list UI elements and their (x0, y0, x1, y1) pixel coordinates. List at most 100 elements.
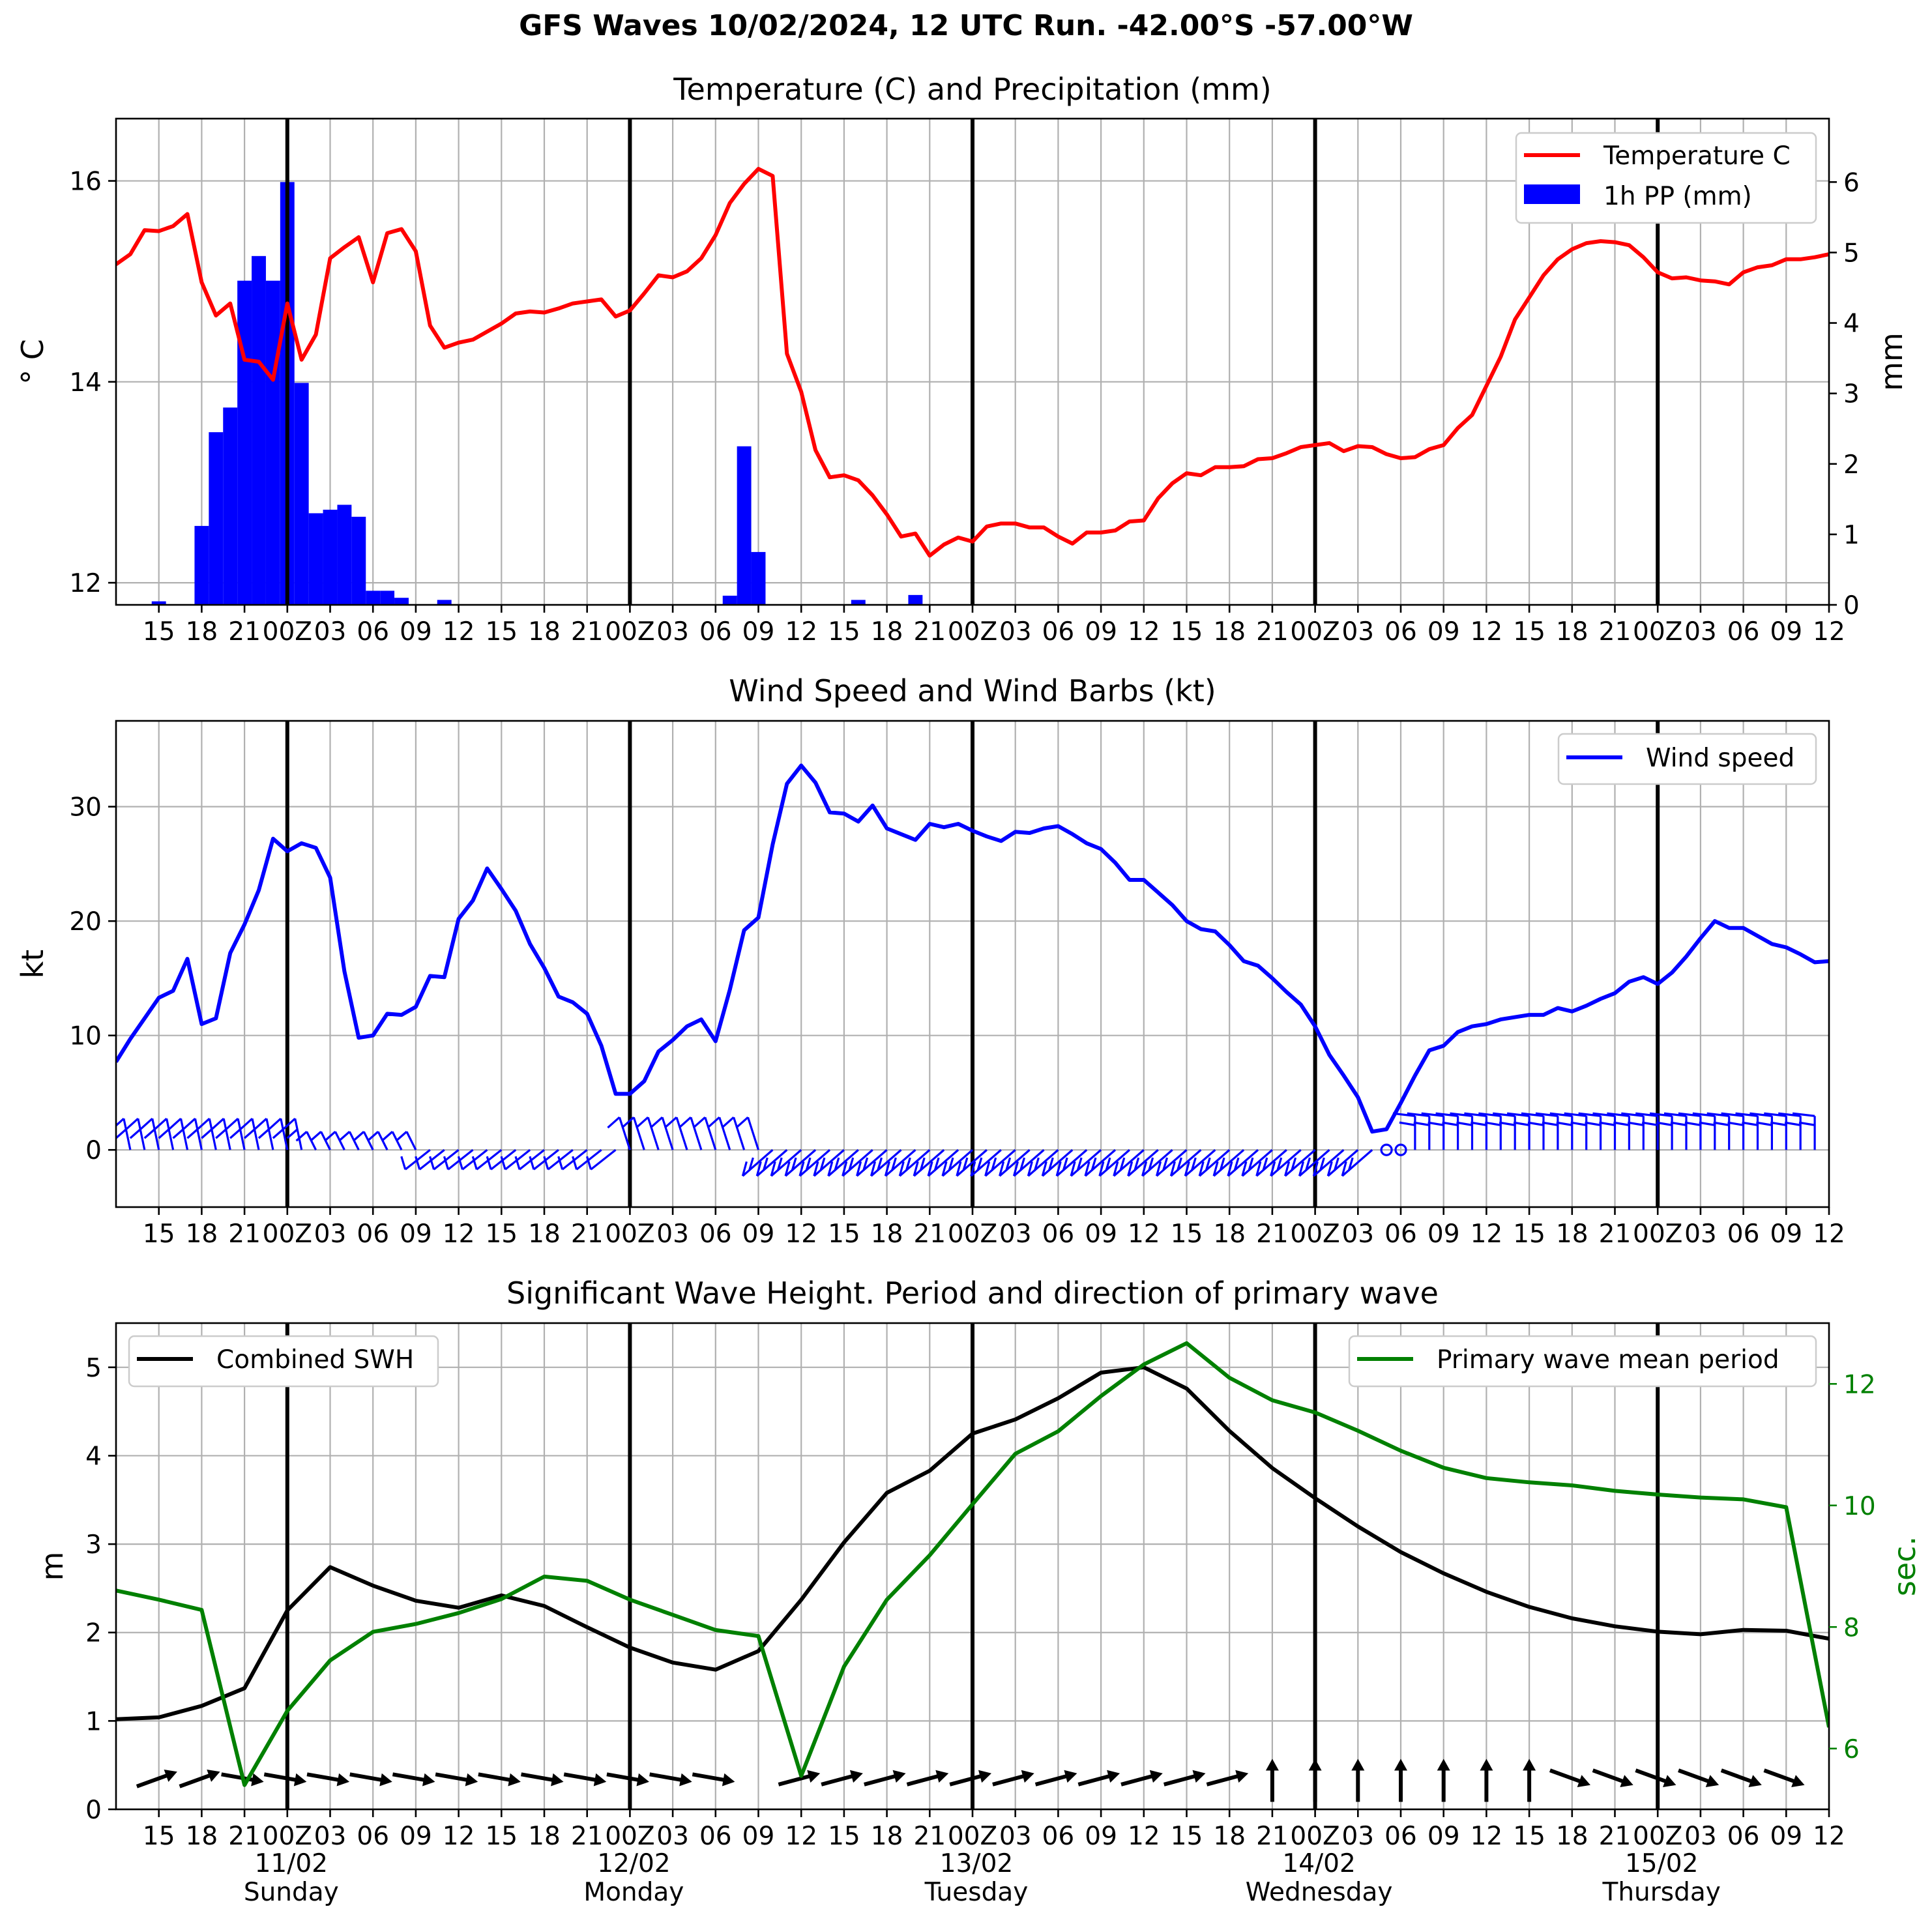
y-tick-label: 1 (1843, 521, 1860, 550)
precip-bar (394, 598, 409, 605)
wind-barb (1635, 1112, 1659, 1150)
x-tick-label: 15 (1171, 617, 1203, 647)
x-tick-label: 18 (186, 617, 218, 647)
x-tick-label: 12 (443, 1219, 475, 1249)
wave-direction-arrow (778, 1770, 821, 1787)
wind-barb (827, 1149, 859, 1177)
x-tick-label: 18 (1556, 617, 1588, 647)
x-tick-label: 06 (357, 1822, 389, 1851)
wave-direction-arrow (221, 1772, 264, 1787)
y-axis-label-swh: m (35, 1552, 70, 1581)
wind-barb (650, 1116, 674, 1150)
precip-bar (265, 280, 280, 605)
wave-direction-arrow (906, 1770, 949, 1787)
precip-bar (737, 446, 752, 605)
wind-barb (678, 1116, 703, 1150)
x-tick-label: 12 (1128, 617, 1160, 647)
wind-barb (842, 1149, 873, 1177)
wind-barb (124, 1118, 146, 1150)
x-tick-label: 06 (1727, 617, 1760, 647)
wave-direction-arrow-head (679, 1773, 692, 1787)
wave-direction-arrow (136, 1770, 177, 1788)
x-tick-label: 03 (1341, 617, 1374, 647)
wind-barb (1169, 1149, 1202, 1177)
wind-barb (1070, 1149, 1102, 1177)
x-tick-label: 06 (357, 617, 389, 647)
x-tick-label: 09 (1427, 1219, 1460, 1249)
x-tick-label: 18 (871, 1822, 903, 1851)
x-tick-label: 03 (999, 1219, 1032, 1249)
wave-direction-arrow (1635, 1768, 1676, 1788)
x-tick-label: 06 (1042, 1822, 1075, 1851)
wave-direction-arrow (1549, 1768, 1590, 1788)
wave-direction-arrow (435, 1772, 478, 1787)
wave-direction-arrow-shaft (1592, 1768, 1627, 1785)
x-tick-label: 06 (1727, 1822, 1760, 1851)
wind-barb (395, 1131, 417, 1150)
wave-direction-arrow (1437, 1758, 1450, 1802)
wave-direction-arrow-shaft (221, 1772, 257, 1783)
x-tick-label: 21 (228, 617, 261, 647)
y-ticks-temperature: 12 14 16 (69, 168, 116, 598)
day-label-date: 13/02 (940, 1849, 1013, 1878)
precip-bar (308, 513, 323, 605)
wave-direction-arrow-head (636, 1773, 649, 1787)
wind-barb (1663, 1112, 1688, 1150)
y-tick-label: 4 (85, 1442, 102, 1471)
wave-direction-arrow (306, 1772, 350, 1787)
precip-bar (337, 504, 352, 605)
x-tick-label: 21 (913, 1822, 946, 1851)
wave-direction-arrow-head (465, 1773, 478, 1787)
x-tick-label: 00Z (263, 1822, 312, 1851)
day-label-date: 15/02 (1625, 1849, 1698, 1878)
y-tick-label: 12 (69, 569, 102, 598)
x-tick-label: 03 (1341, 1219, 1374, 1249)
y-tick-label: 4 (1843, 310, 1860, 339)
day-label-weekday: Thursday (1602, 1878, 1721, 1907)
y-tick-label: 5 (85, 1354, 102, 1383)
wave-direction-arrow (1308, 1758, 1322, 1802)
legend-key-precip (1524, 184, 1580, 204)
day-label-weekday: Sunday (244, 1878, 339, 1907)
wind-barb (1394, 1143, 1407, 1156)
legend-label-wind: Wind speed (1646, 744, 1794, 773)
x-tick-label: 00Z (1290, 1822, 1339, 1851)
y-tick-label: 20 (69, 907, 102, 937)
wave-direction-arrow-head (1021, 1770, 1034, 1783)
wind-barb (1341, 1149, 1373, 1177)
wind-barb (927, 1149, 959, 1177)
y-tick-label: 8 (1843, 1613, 1860, 1642)
wave-direction-arrow-head (1791, 1775, 1805, 1788)
x-tick-label: 03 (656, 1822, 689, 1851)
day-separators-wind (285, 721, 1660, 1207)
x-tick-label: 00Z (1290, 617, 1339, 647)
x-tick-label: 18 (1556, 1219, 1588, 1249)
wave-direction-arrow (263, 1772, 307, 1787)
x-tick-label: 09 (400, 617, 432, 647)
x-tick-label: 21 (228, 1219, 261, 1249)
wind-barb (1326, 1149, 1359, 1177)
wind-barb (1607, 1112, 1630, 1150)
wave-direction-arrow (1206, 1770, 1249, 1787)
wind-barb (1012, 1149, 1045, 1177)
wind-barb (870, 1149, 902, 1177)
wind-barb (1721, 1112, 1745, 1150)
x-tick-label: 15 (143, 1822, 175, 1851)
x-tick-label: 15 (1171, 1219, 1203, 1249)
wind-barb (1506, 1112, 1530, 1150)
wave-direction-arrow-head (379, 1773, 392, 1787)
wind-barb (1706, 1112, 1731, 1150)
x-tick-label: 12 (785, 617, 817, 647)
y-tick-label: 0 (1843, 591, 1860, 620)
wind-barb (1792, 1112, 1816, 1150)
x-tick-label: 03 (314, 617, 347, 647)
wave-direction-arrow-head (1265, 1758, 1279, 1771)
x-tick-label: 12 (1813, 1219, 1845, 1249)
precip-bar (294, 383, 309, 605)
day-separators-temperature (285, 119, 1660, 605)
x-tick-label: 15 (1513, 617, 1545, 647)
wave-direction-arrow-shaft (263, 1772, 300, 1783)
wave-direction-arrow-shaft (992, 1773, 1027, 1787)
x-tick-label: 12 (1471, 1822, 1503, 1851)
wave-direction-arrow-head (1577, 1775, 1590, 1788)
